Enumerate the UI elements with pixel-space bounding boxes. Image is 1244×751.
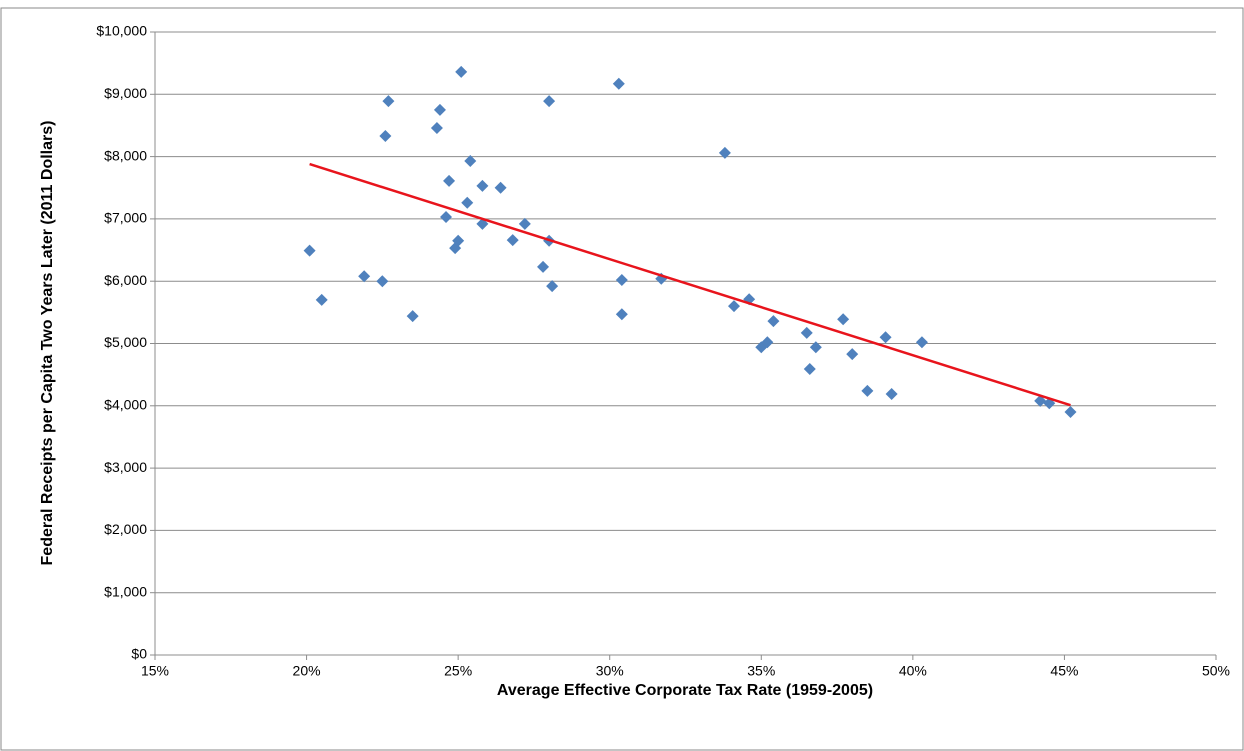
y-tick-label: $4,000: [104, 397, 147, 413]
y-tick-label: $3,000: [104, 459, 147, 475]
x-tick-label: 30%: [596, 663, 624, 679]
data-point: [406, 310, 419, 323]
data-point: [464, 154, 477, 167]
data-point: [761, 336, 774, 349]
x-tick-label: 15%: [141, 663, 169, 679]
data-point: [379, 130, 392, 143]
data-point: [846, 348, 859, 361]
trend-line: [309, 162, 1071, 407]
data-point: [537, 260, 550, 273]
data-point: [885, 387, 898, 400]
data-point: [518, 217, 531, 230]
data-point: [440, 211, 453, 224]
data-point: [303, 244, 316, 257]
data-point: [837, 313, 850, 326]
y-tick-label: $7,000: [104, 210, 147, 226]
data-point: [376, 275, 389, 288]
x-tick-label: 35%: [747, 663, 775, 679]
y-tick-label: $6,000: [104, 272, 147, 288]
data-point: [612, 77, 625, 90]
y-tick-label: $9,000: [104, 85, 147, 101]
data-point: [543, 95, 556, 108]
data-point: [718, 146, 731, 159]
y-axis-title: Federal Receipts per Capita Two Years La…: [39, 121, 56, 566]
data-point: [452, 234, 465, 247]
y-tick-label: $1,000: [104, 583, 147, 599]
x-tick-label: 25%: [444, 663, 472, 679]
y-tick-label: $2,000: [104, 521, 147, 537]
y-tick-label: $0: [131, 646, 147, 662]
data-point: [915, 336, 928, 349]
data-point: [315, 293, 328, 306]
data-point: [615, 273, 628, 286]
data-point: [615, 308, 628, 321]
chart-border: [0, 7, 1244, 751]
x-tick-label: 50%: [1202, 663, 1230, 679]
y-tick-label: $10,000: [96, 23, 147, 39]
data-point: [455, 65, 468, 78]
data-point: [1064, 406, 1077, 419]
data-point: [358, 270, 371, 283]
data-point: [803, 363, 816, 376]
y-tick-label: $5,000: [104, 334, 147, 350]
x-tick-label: 45%: [1050, 663, 1078, 679]
data-point: [506, 234, 519, 247]
x-tick-label: 40%: [899, 663, 927, 679]
data-point: [430, 121, 443, 134]
data-point: [494, 181, 507, 194]
data-point: [767, 315, 780, 328]
data-point: [382, 95, 395, 108]
y-tick-label: $8,000: [104, 147, 147, 163]
data-point: [476, 179, 489, 192]
data-point: [443, 174, 456, 187]
x-tick-label: 20%: [293, 663, 321, 679]
data-point: [728, 300, 741, 313]
data-point: [800, 326, 813, 339]
data-point: [546, 280, 559, 293]
data-point: [861, 384, 874, 397]
data-point: [461, 196, 474, 209]
data-point: [879, 331, 892, 344]
x-axis-title: Average Effective Corporate Tax Rate (19…: [497, 682, 873, 699]
data-point: [433, 103, 446, 116]
data-point: [809, 341, 822, 354]
